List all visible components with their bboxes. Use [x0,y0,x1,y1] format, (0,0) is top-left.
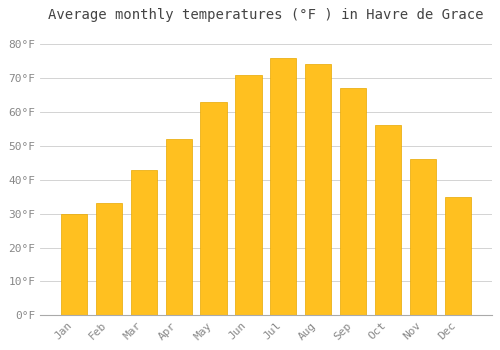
Bar [96,203,122,315]
Bar [130,169,157,315]
Bar [340,88,366,315]
Bar [200,102,226,315]
Bar [60,214,87,315]
Bar [236,75,262,315]
Bar [410,159,436,315]
Bar [305,64,332,315]
Bar [166,139,192,315]
Bar [375,125,402,315]
Title: Average monthly temperatures (°F ) in Havre de Grace: Average monthly temperatures (°F ) in Ha… [48,8,484,22]
Bar [270,58,296,315]
Bar [445,197,471,315]
